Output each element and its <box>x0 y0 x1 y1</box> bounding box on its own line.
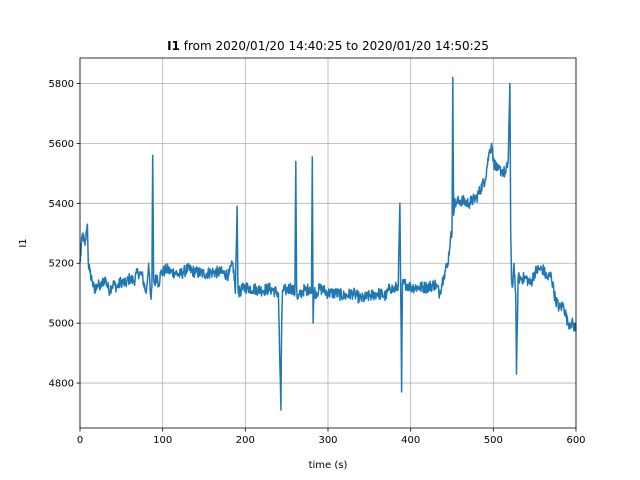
x-tick-label: 0 <box>77 435 83 446</box>
chart-title-bold: I1 <box>167 39 180 53</box>
y-tick-label: 5200 <box>49 259 74 270</box>
x-tick-label: 100 <box>153 435 172 446</box>
x-tick-label: 200 <box>236 435 255 446</box>
y-tick-label: 4800 <box>49 379 74 390</box>
y-tick-label: 5400 <box>49 199 74 210</box>
x-tick-label: 600 <box>566 435 585 446</box>
x-tick-label: 500 <box>484 435 503 446</box>
y-axis-label: I1 <box>18 238 29 247</box>
chart-title: I1 from 2020/01/20 14:40:25 to 2020/01/2… <box>167 39 489 53</box>
y-tick-label: 5000 <box>49 319 74 330</box>
x-axis-label: time (s) <box>309 460 348 471</box>
x-axis-ticks: 0 100 200 300 400 500 600 <box>77 428 586 446</box>
y-tick-label: 5600 <box>49 139 74 150</box>
y-axis-ticks: 4800 5000 5200 5400 5600 5800 <box>49 79 80 390</box>
x-tick-label: 300 <box>318 435 337 446</box>
chart-title-rest: from 2020/01/20 14:40:25 to 2020/01/20 1… <box>180 39 489 53</box>
y-tick-label: 5800 <box>49 79 74 90</box>
x-tick-label: 400 <box>401 435 420 446</box>
series-line-i1 <box>79 76 577 411</box>
